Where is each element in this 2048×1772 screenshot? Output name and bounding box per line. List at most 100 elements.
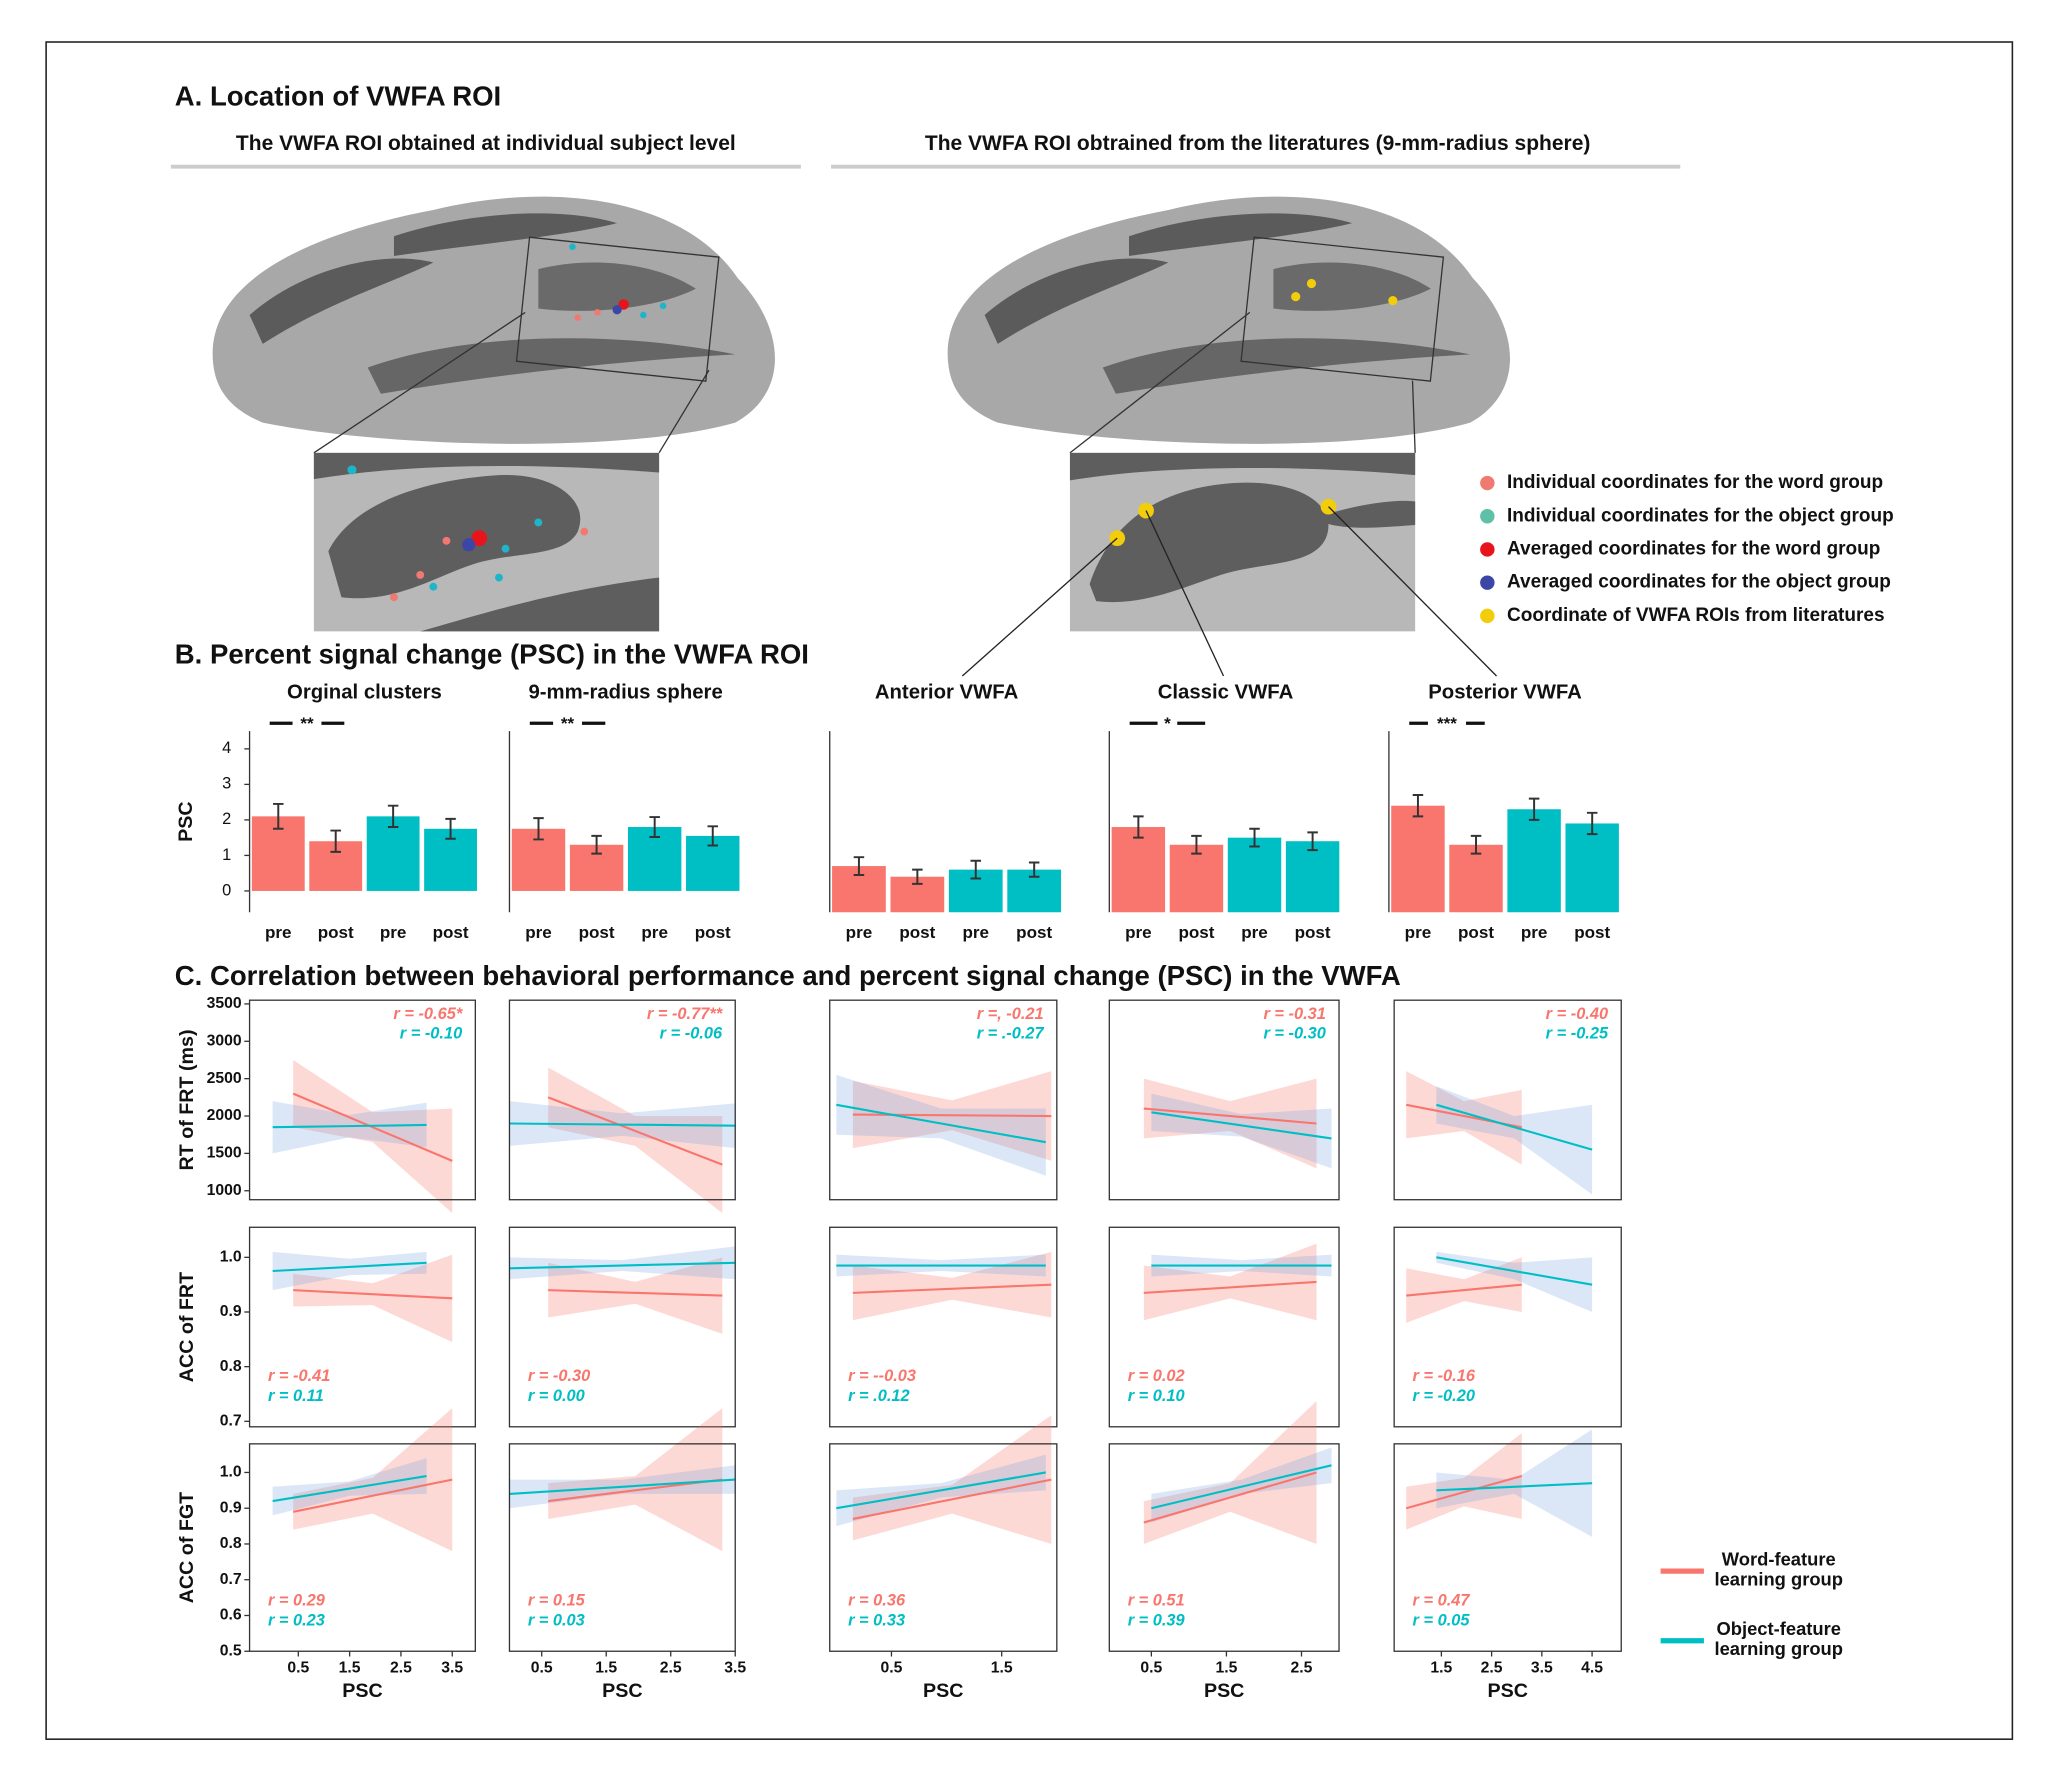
panel: [836, 1415, 1052, 1544]
x-tick-label: pre: [265, 923, 292, 942]
r-label: r = 0.23: [268, 1611, 325, 1629]
r-label: r = 0.47: [1413, 1592, 1471, 1610]
x-tick-label: post: [318, 923, 354, 942]
plot-frame: [508, 1443, 736, 1652]
r-label: r = 0.00: [528, 1387, 585, 1405]
error-bar: [649, 816, 660, 838]
confidence-band: [1436, 1086, 1593, 1195]
chart-title: Anterior VWFA: [875, 681, 1019, 703]
r-label: r = .-0.27: [977, 1025, 1045, 1043]
r-label: r = -0.30: [528, 1367, 590, 1385]
plot-frame: [508, 1226, 736, 1428]
regression-line: [1143, 1280, 1317, 1294]
y-tick-label: 3500: [207, 995, 242, 1012]
connector: [1069, 311, 1251, 454]
y-tick-label: 3000: [207, 1032, 242, 1049]
y-tick-label: 0.9: [220, 1303, 242, 1320]
x-tick-label: pre: [525, 923, 552, 942]
subtitle: The VWFA ROI obtrained from the literatu…: [925, 132, 1590, 155]
x-tick-label: 3.5: [724, 1659, 746, 1676]
x-tick-label: 1.5: [1430, 1659, 1452, 1676]
confidence-band: [548, 1067, 723, 1214]
error-bar: [1307, 831, 1318, 852]
x-tick-label: 3.5: [1531, 1659, 1553, 1676]
regression-line: [293, 1289, 453, 1300]
arrow: [1145, 510, 1225, 677]
x-axis-label: PSC: [1204, 1680, 1244, 1702]
legend-label: Individual coordinates for the word grou…: [1507, 472, 1883, 493]
regression-line: [509, 1478, 736, 1495]
y-tick-label: 1.0: [220, 1248, 242, 1265]
regression-line: [548, 1289, 723, 1297]
panel: [272, 1408, 453, 1552]
r-label: r = -0.20: [1413, 1387, 1475, 1405]
panel: [1406, 1251, 1593, 1323]
confidence-band: [272, 1101, 427, 1154]
regression-line: [1436, 1482, 1593, 1492]
bar: [1169, 844, 1224, 913]
x-tick-label: pre: [641, 923, 668, 942]
x-tick-label: 4.5: [1581, 1659, 1603, 1676]
confidence-band: [1406, 1071, 1522, 1165]
regression-line: [292, 1478, 453, 1513]
r-label: r = .0.12: [848, 1387, 910, 1405]
panel: [1143, 1400, 1332, 1544]
r-label: r = 0.10: [1128, 1387, 1185, 1405]
significance: ***: [1437, 714, 1457, 733]
y-tick-label: 0.5: [220, 1642, 242, 1659]
plot-frame: [1393, 1443, 1622, 1652]
regression-line: [1151, 1464, 1332, 1510]
y-axis-label: RT of FRT (ms): [176, 1029, 198, 1170]
plot-frame: [829, 1443, 1058, 1652]
confidence-band: [272, 1458, 427, 1516]
regression-line: [1405, 1475, 1523, 1510]
x-tick-label: post: [1574, 923, 1610, 942]
plot-frame: [248, 999, 476, 1201]
plot-frame: [508, 999, 736, 1201]
r-label: r = 0.03: [528, 1611, 585, 1629]
legend-label: Averaged coordinates for the word group: [1507, 538, 1880, 559]
x-tick-label: 1.5: [1215, 1659, 1237, 1676]
r-label: r = -0.25: [1546, 1025, 1609, 1043]
error-bar: [853, 856, 865, 876]
error-bar: [1249, 827, 1260, 848]
legend-label: Coordinate of VWFA ROIs from literatures: [1507, 605, 1885, 626]
regression-line: [1143, 1107, 1317, 1125]
regression-line: [852, 1478, 1052, 1520]
error-bar: [970, 859, 982, 880]
panel: [1143, 1243, 1332, 1321]
bar: [366, 816, 420, 891]
panel: [272, 1251, 453, 1343]
confidence-band: [548, 1257, 723, 1334]
x-tick-label: pre: [1405, 923, 1432, 942]
bar: [1227, 837, 1282, 913]
x-tick-label: 1.5: [595, 1659, 617, 1676]
panel: [1143, 1078, 1332, 1169]
confidence-band: [272, 1251, 427, 1291]
y-tick-label: 1000: [207, 1182, 242, 1199]
error-bar: [1586, 811, 1598, 836]
panel: [1405, 1429, 1593, 1537]
r-label: r = -0.06: [660, 1025, 723, 1043]
x-tick-label: 3.5: [441, 1659, 463, 1676]
frame: [45, 41, 2014, 1740]
confidence-band: [1151, 1447, 1332, 1523]
significance: **: [561, 714, 575, 733]
r-label: r = -0.16: [1413, 1367, 1476, 1385]
y-tick-label: 0.8: [220, 1358, 242, 1375]
confidence-band: [1143, 1400, 1317, 1544]
panel-a-title: A. Location of VWFA ROI: [175, 81, 501, 112]
confidence-band: [509, 1246, 736, 1280]
regression-line: [1436, 1103, 1593, 1151]
bar: [1449, 844, 1503, 913]
confidence-band: [1436, 1251, 1593, 1312]
bar: [1507, 809, 1561, 913]
x-tick-label: 0.5: [531, 1659, 553, 1676]
regression-line: [836, 1471, 1046, 1510]
panel: [836, 1251, 1052, 1321]
legend-dot: [1480, 542, 1495, 557]
x-tick-label: post: [433, 923, 469, 942]
panel-c-title: C. Correlation between behavioral perfor…: [175, 960, 1401, 991]
regression-line: [272, 1261, 427, 1273]
x-tick-label: 1.5: [991, 1659, 1013, 1676]
